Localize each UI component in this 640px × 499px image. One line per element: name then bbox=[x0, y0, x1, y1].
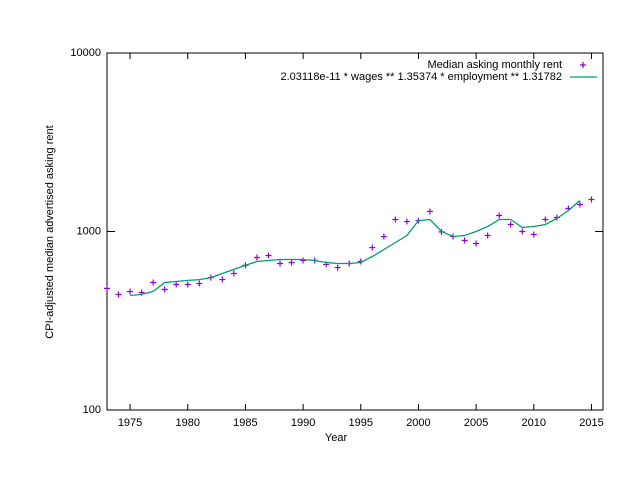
x-tick-label: 2010 bbox=[522, 417, 546, 429]
legend-swatch bbox=[580, 62, 586, 68]
y-tick-label: 1000 bbox=[77, 225, 101, 237]
x-tick-label: 2000 bbox=[406, 417, 430, 429]
data-point bbox=[473, 240, 480, 247]
data-point bbox=[461, 237, 468, 244]
data-point bbox=[150, 279, 157, 286]
data-point bbox=[173, 281, 180, 288]
data-point bbox=[392, 216, 399, 223]
legend-label: Median asking monthly rent bbox=[427, 59, 562, 71]
x-tick-label: 1990 bbox=[291, 417, 315, 429]
data-point bbox=[115, 291, 122, 298]
model-line bbox=[130, 200, 581, 297]
data-point bbox=[380, 233, 387, 240]
plot-frame bbox=[106, 52, 604, 411]
data-point bbox=[161, 286, 168, 293]
data-point bbox=[507, 221, 514, 228]
data-point bbox=[196, 280, 203, 287]
data-point bbox=[496, 212, 503, 219]
data-point bbox=[576, 201, 583, 208]
legend-label: 2.03118e-11 * wages ** 1.35374 * employm… bbox=[280, 71, 562, 83]
data-point bbox=[265, 252, 272, 259]
data-point bbox=[530, 231, 537, 238]
x-axis-label: Year bbox=[325, 432, 348, 444]
data-point bbox=[253, 254, 260, 261]
x-tick-label: 1975 bbox=[118, 417, 142, 429]
y-tick-label: 100 bbox=[83, 404, 101, 416]
data-point bbox=[127, 288, 134, 295]
data-point bbox=[230, 270, 237, 277]
y-axis-label: CPI-adjusted median advertised asking re… bbox=[44, 125, 56, 338]
data-point bbox=[484, 232, 491, 239]
data-point bbox=[588, 196, 595, 203]
data-point bbox=[288, 259, 295, 266]
x-tick-label: 2005 bbox=[464, 417, 488, 429]
x-tick-label: 1980 bbox=[176, 417, 200, 429]
data-point bbox=[542, 216, 549, 223]
data-point bbox=[426, 208, 433, 215]
data-point bbox=[184, 281, 191, 288]
data-point bbox=[104, 285, 110, 292]
data-point bbox=[369, 244, 376, 251]
data-point bbox=[219, 276, 226, 283]
y-tick-label: 10000 bbox=[70, 47, 101, 59]
data-point bbox=[403, 218, 410, 225]
data-point bbox=[334, 264, 341, 271]
data-point bbox=[300, 257, 307, 264]
x-tick-label: 2015 bbox=[579, 417, 603, 429]
x-tick-label: 1995 bbox=[349, 417, 373, 429]
data-point bbox=[277, 260, 284, 267]
x-tick-label: 1985 bbox=[233, 417, 257, 429]
data-point bbox=[519, 228, 526, 235]
